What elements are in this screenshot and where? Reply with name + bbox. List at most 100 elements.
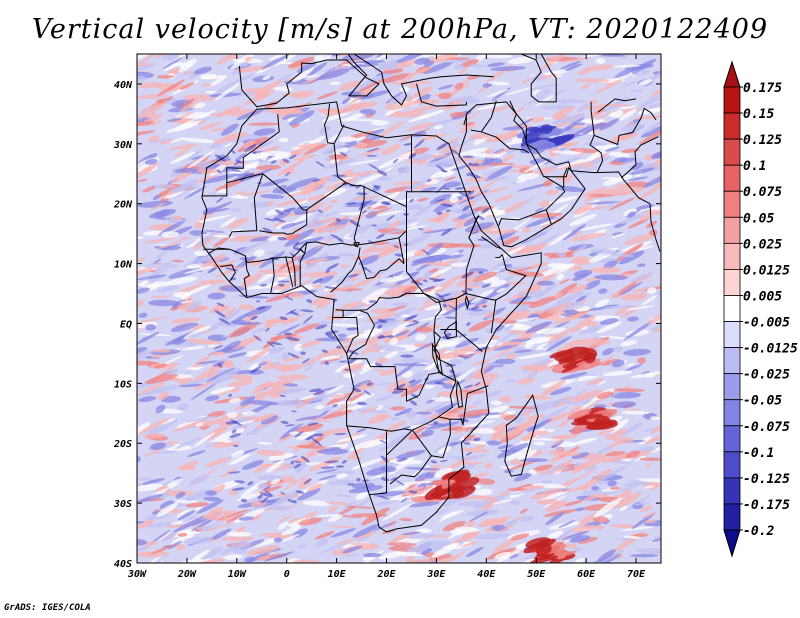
field-streak (137, 121, 155, 126)
field-streak (435, 184, 446, 194)
field-streak (235, 246, 255, 256)
field-streak (225, 420, 239, 425)
field-streak (547, 327, 575, 344)
field-streak (142, 448, 164, 457)
field-streak (329, 81, 341, 85)
field-streak (386, 215, 395, 221)
field-streak (300, 351, 306, 355)
field-streak (228, 489, 238, 496)
field-streak (318, 274, 334, 284)
field-streak (649, 86, 661, 99)
field-streak (315, 513, 341, 518)
field-streak (205, 395, 220, 402)
field-streak (585, 64, 615, 71)
field-streak (170, 151, 195, 164)
strong-ascent-indian-ocean-south (567, 407, 618, 435)
field-streak (495, 331, 516, 345)
field-streak (138, 100, 168, 119)
field-streak (246, 347, 272, 363)
field-streak (231, 150, 236, 154)
field-streak (137, 545, 149, 552)
field-streak (435, 335, 468, 350)
field-streak (294, 222, 328, 230)
field-streak (261, 54, 290, 70)
field-streak (287, 352, 300, 359)
field-streak (556, 252, 567, 258)
field-streak (266, 341, 275, 348)
field-streak (244, 305, 272, 317)
field-streak (572, 231, 583, 237)
field-streak (463, 442, 471, 445)
field-streak (436, 142, 448, 151)
field-streak (342, 501, 356, 510)
field-streak (277, 72, 294, 82)
field-streak (353, 380, 372, 388)
field-streak (586, 206, 608, 211)
field-streak (496, 287, 506, 293)
country-border (455, 292, 497, 334)
field-streak (423, 61, 454, 74)
field-streak (270, 341, 283, 346)
field-streak (137, 277, 151, 288)
field-streak (507, 487, 529, 492)
field-streak (392, 302, 410, 307)
field-streak (575, 558, 586, 563)
field-streak (214, 322, 238, 327)
field-streak (204, 230, 225, 233)
field-streak (207, 267, 218, 274)
field-streak (351, 457, 383, 470)
field-streak (264, 490, 275, 497)
field-streak (415, 326, 433, 333)
field-streak (517, 377, 536, 385)
field-streak (214, 83, 240, 101)
field-streak (348, 223, 373, 238)
field-streak (570, 315, 596, 333)
field-streak (395, 480, 405, 486)
field-streak (266, 201, 274, 207)
field-streak (169, 317, 202, 324)
field-streak (371, 224, 377, 227)
field-streak (222, 307, 237, 318)
field-streak (355, 172, 386, 186)
field-streak (417, 197, 429, 202)
field-streak (234, 153, 247, 162)
field-streak (334, 432, 347, 436)
field-streak (570, 388, 589, 400)
field-streak (344, 554, 360, 557)
lon-tick-label: 30W (127, 569, 147, 580)
field-streak (336, 434, 367, 443)
field-streak (258, 159, 269, 164)
field-streak (556, 273, 565, 281)
field-streak (644, 485, 655, 489)
field-streak (274, 198, 306, 207)
field-streak (227, 471, 241, 474)
field-streak (393, 306, 417, 319)
field-streak (276, 374, 309, 381)
field-streak (377, 335, 385, 339)
field-streak (145, 374, 178, 384)
field-streak (440, 203, 453, 208)
field-streak (239, 61, 249, 68)
field-streak (497, 444, 514, 449)
field-streak (320, 541, 350, 554)
field-streak (596, 391, 614, 399)
field-streak (293, 208, 306, 215)
field-streak (359, 108, 377, 115)
field-streak (253, 463, 271, 474)
field-streak (154, 363, 168, 369)
field-streak (277, 280, 291, 283)
field-streak (620, 293, 647, 301)
field-streak (486, 89, 509, 98)
country-border (333, 143, 347, 184)
field-streak (387, 220, 401, 230)
colorbar-swatch (723, 503, 741, 531)
country-border (291, 257, 296, 287)
field-streak (574, 203, 593, 215)
colorbar-label: -0.075 (743, 420, 790, 435)
field-streak (626, 181, 650, 188)
field-streak (218, 317, 231, 325)
field-streak (470, 289, 495, 304)
field-streak (378, 120, 405, 138)
field-streak (510, 500, 520, 506)
field-streak (440, 509, 464, 519)
